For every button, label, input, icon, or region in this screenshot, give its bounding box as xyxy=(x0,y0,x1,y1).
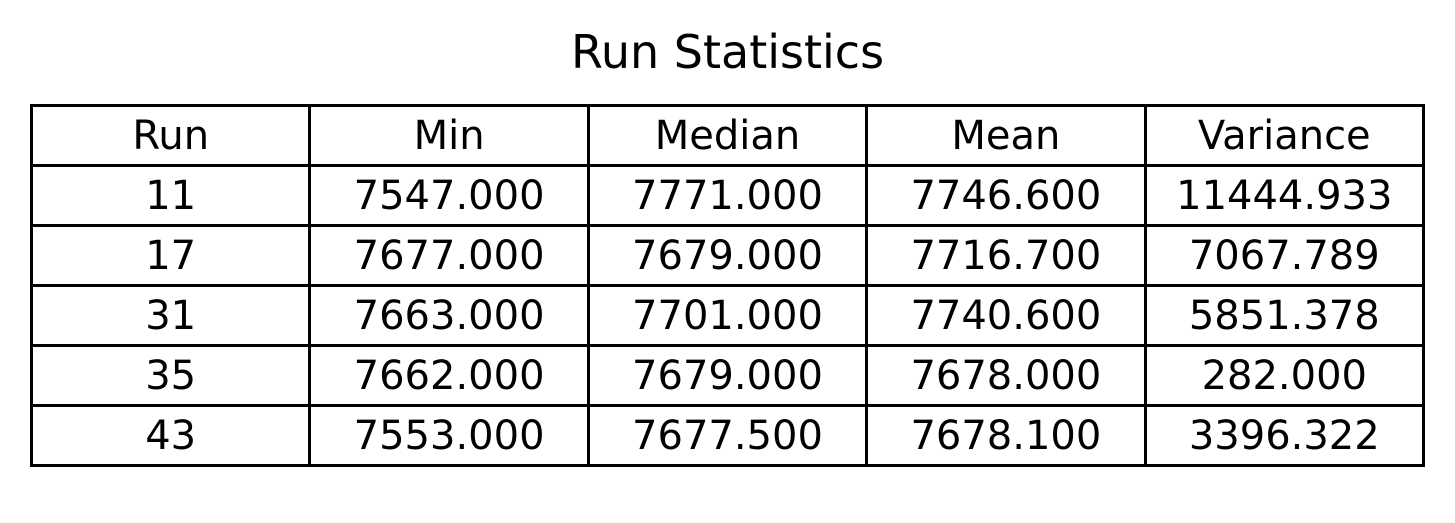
column-header-mean: Mean xyxy=(865,104,1147,167)
cell-run: 43 xyxy=(29,404,312,467)
table-row: 35 7662.000 7679.000 7678.000 282.000 xyxy=(29,344,1426,407)
table-title: Run Statistics xyxy=(570,25,885,79)
cell-min: 7547.000 xyxy=(308,164,590,227)
cell-median: 7679.000 xyxy=(586,344,869,407)
cell-variance: 3396.322 xyxy=(1143,404,1426,467)
cell-variance: 5851.378 xyxy=(1143,284,1426,347)
cell-run: 35 xyxy=(29,344,312,407)
cell-median: 7679.000 xyxy=(586,224,869,287)
cell-min: 7677.000 xyxy=(308,224,590,287)
cell-median: 7677.500 xyxy=(586,404,869,467)
column-header-min: Min xyxy=(308,104,590,167)
cell-run: 31 xyxy=(29,284,312,347)
table-header-row: Run Min Median Mean Variance xyxy=(29,104,1426,167)
run-statistics-table: Run Min Median Mean Variance 11 7547.000… xyxy=(29,104,1426,467)
column-header-variance: Variance xyxy=(1143,104,1426,167)
column-header-run: Run xyxy=(29,104,312,167)
cell-mean: 7716.700 xyxy=(865,224,1147,287)
cell-min: 7662.000 xyxy=(308,344,590,407)
cell-mean: 7746.600 xyxy=(865,164,1147,227)
table-row: 11 7547.000 7771.000 7746.600 11444.933 xyxy=(29,164,1426,227)
cell-run: 17 xyxy=(29,224,312,287)
cell-min: 7553.000 xyxy=(308,404,590,467)
cell-median: 7771.000 xyxy=(586,164,869,227)
cell-run: 11 xyxy=(29,164,312,227)
cell-mean: 7740.600 xyxy=(865,284,1147,347)
cell-variance: 282.000 xyxy=(1143,344,1426,407)
table-row: 43 7553.000 7677.500 7678.100 3396.322 xyxy=(29,404,1426,467)
cell-variance: 7067.789 xyxy=(1143,224,1426,287)
table-row: 17 7677.000 7679.000 7716.700 7067.789 xyxy=(29,224,1426,287)
cell-median: 7701.000 xyxy=(586,284,869,347)
cell-min: 7663.000 xyxy=(308,284,590,347)
cell-mean: 7678.100 xyxy=(865,404,1147,467)
cell-mean: 7678.000 xyxy=(865,344,1147,407)
table-row: 31 7663.000 7701.000 7740.600 5851.378 xyxy=(29,284,1426,347)
cell-variance: 11444.933 xyxy=(1143,164,1426,227)
column-header-median: Median xyxy=(586,104,869,167)
